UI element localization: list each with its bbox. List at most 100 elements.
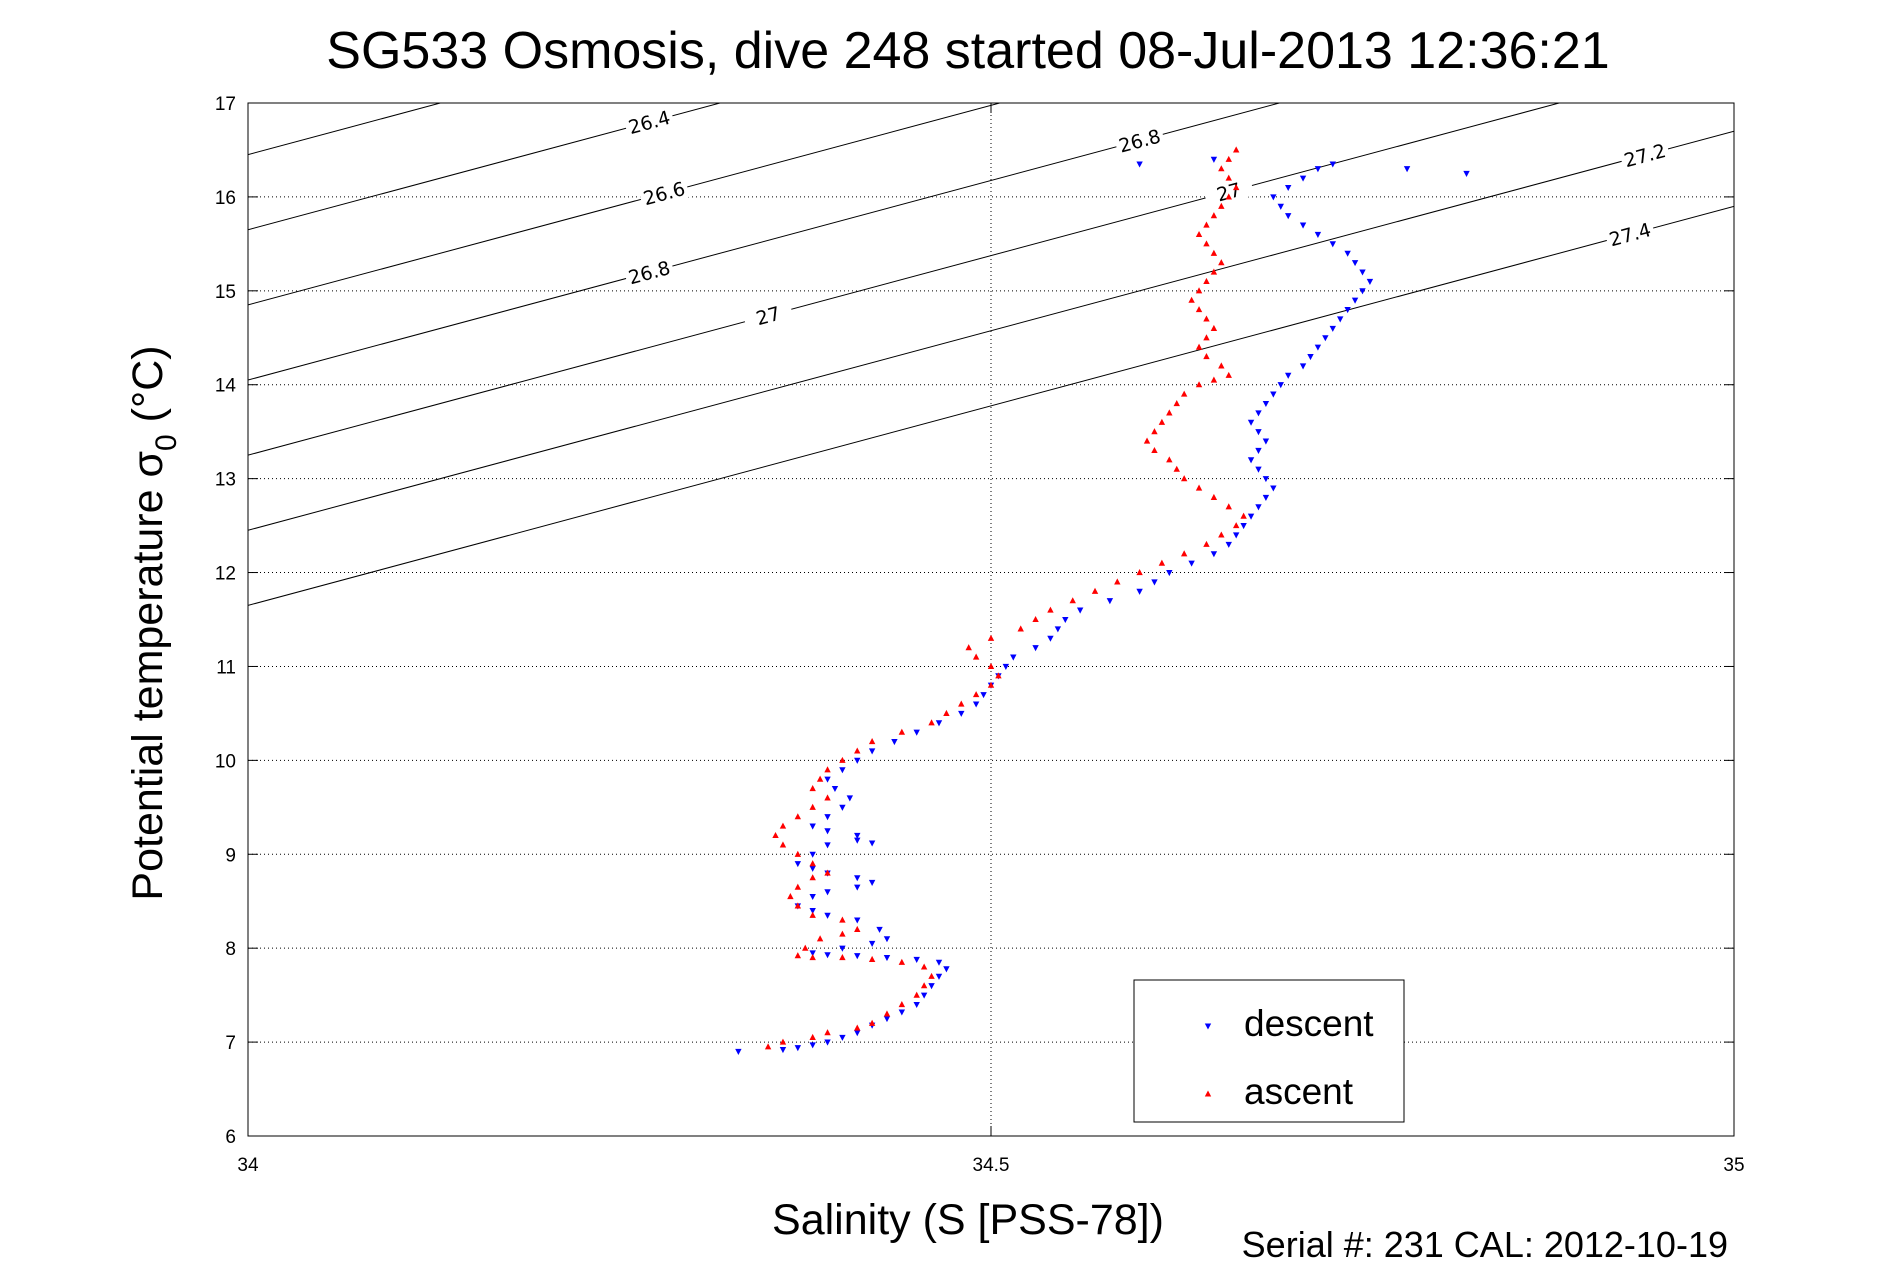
x-tick-label: 34.5 bbox=[973, 1155, 1010, 1176]
descent-point bbox=[794, 861, 802, 868]
descent-point bbox=[1188, 560, 1195, 567]
descent-point bbox=[839, 767, 846, 774]
ascent-point bbox=[809, 1033, 816, 1040]
descent-point bbox=[1262, 438, 1270, 445]
descent-point bbox=[735, 1048, 742, 1056]
descent-point bbox=[1225, 541, 1232, 548]
contour-label-background bbox=[1202, 173, 1255, 208]
ascent-point bbox=[928, 972, 935, 979]
descent-point bbox=[1329, 325, 1336, 332]
ascent-point bbox=[1203, 221, 1210, 228]
ascent-point bbox=[809, 954, 816, 961]
ascent-point bbox=[1195, 484, 1203, 491]
ascent-point bbox=[987, 681, 995, 688]
descent-point bbox=[920, 992, 928, 999]
contour-label-background bbox=[1618, 137, 1671, 172]
descent-point bbox=[1166, 569, 1173, 577]
descent-point bbox=[1329, 241, 1336, 248]
descent-point bbox=[868, 840, 876, 847]
descent-point bbox=[1351, 260, 1359, 267]
ascent-point bbox=[779, 822, 787, 829]
descent-point bbox=[1285, 184, 1292, 192]
descent-point bbox=[868, 940, 876, 948]
ascent-point bbox=[1203, 240, 1210, 247]
ascent-point bbox=[987, 662, 995, 670]
descent-point bbox=[824, 828, 831, 835]
ascent-point bbox=[1210, 212, 1218, 219]
descent-point bbox=[1299, 222, 1307, 229]
ascent-point bbox=[1158, 418, 1166, 425]
legend-label-descent: descent bbox=[1244, 1003, 1374, 1044]
ascent-point bbox=[1166, 409, 1173, 416]
y-tick-label: 6 bbox=[225, 1127, 236, 1148]
descent-point bbox=[1270, 194, 1277, 201]
ascent-point bbox=[1180, 475, 1188, 482]
descent-point bbox=[1285, 372, 1292, 379]
ascent-point bbox=[816, 775, 824, 782]
legend: descent ascent bbox=[1133, 979, 1405, 1123]
ascent-point bbox=[1210, 324, 1218, 331]
descent-point bbox=[1062, 616, 1069, 624]
ascent-point bbox=[779, 841, 787, 848]
ascent-point bbox=[1232, 522, 1240, 529]
ascent-point bbox=[1173, 465, 1180, 472]
svg-text:Potential temperature σ0 (°C): Potential temperature σ0 (°C) bbox=[124, 345, 183, 900]
descent-point bbox=[1002, 663, 1010, 670]
contour-label-background bbox=[741, 297, 794, 332]
descent-point bbox=[935, 959, 943, 966]
descent-point bbox=[1255, 504, 1262, 511]
descent-point bbox=[1136, 588, 1143, 595]
ascent-point bbox=[1232, 183, 1240, 191]
descent-point bbox=[935, 720, 943, 727]
ascent-point bbox=[1203, 334, 1210, 341]
y-tick-label: 15 bbox=[215, 282, 236, 303]
descent-point bbox=[1299, 363, 1307, 370]
ascent-point bbox=[1158, 559, 1166, 566]
ascent-point bbox=[1218, 362, 1225, 369]
y-tick-label: 14 bbox=[215, 376, 237, 397]
ascent-point bbox=[1203, 315, 1210, 322]
ascent-point bbox=[1151, 428, 1158, 435]
ascent-point bbox=[928, 719, 935, 726]
ascent-point bbox=[1047, 606, 1054, 613]
ascent-point bbox=[794, 813, 802, 820]
ascent-point bbox=[772, 831, 779, 839]
ascent-point bbox=[913, 991, 920, 998]
ascent-point bbox=[987, 634, 995, 641]
ascent-point bbox=[794, 883, 802, 890]
descent-point bbox=[1314, 344, 1322, 351]
descent-point bbox=[868, 748, 876, 755]
y-tick-label: 16 bbox=[215, 188, 236, 209]
ascent-point bbox=[1225, 193, 1232, 200]
y-axis-label-subscript: 0 bbox=[150, 434, 183, 451]
density-contour-line bbox=[248, 103, 1282, 381]
ascent-point bbox=[943, 709, 950, 716]
ascent-point bbox=[1210, 249, 1218, 256]
descent-point bbox=[980, 692, 987, 699]
ascent-point bbox=[1218, 531, 1225, 538]
ascent-point bbox=[824, 869, 831, 876]
descent-point bbox=[809, 851, 816, 858]
descent-point bbox=[854, 953, 861, 960]
ascent-point bbox=[794, 902, 802, 909]
ascent-point bbox=[1210, 493, 1218, 500]
descent-point bbox=[831, 785, 839, 793]
descent-point bbox=[824, 842, 831, 849]
descent-point bbox=[1285, 213, 1292, 220]
ascent-point bbox=[1203, 277, 1210, 284]
ascent-point bbox=[854, 925, 861, 932]
descent-point bbox=[1106, 598, 1114, 605]
y-tick-label: 12 bbox=[215, 564, 236, 585]
descent-point bbox=[854, 875, 861, 882]
ascent-point bbox=[779, 1038, 787, 1045]
ascent-point bbox=[868, 955, 876, 963]
descent-point bbox=[854, 757, 861, 764]
descent-point bbox=[809, 950, 816, 957]
descent-point bbox=[824, 1039, 831, 1046]
descent-point bbox=[1076, 607, 1084, 614]
y-tick-label: 11 bbox=[216, 657, 236, 678]
descent-point bbox=[891, 739, 898, 746]
descent-point bbox=[1232, 532, 1240, 539]
ascent-point bbox=[898, 958, 906, 965]
descent-point bbox=[809, 865, 816, 872]
